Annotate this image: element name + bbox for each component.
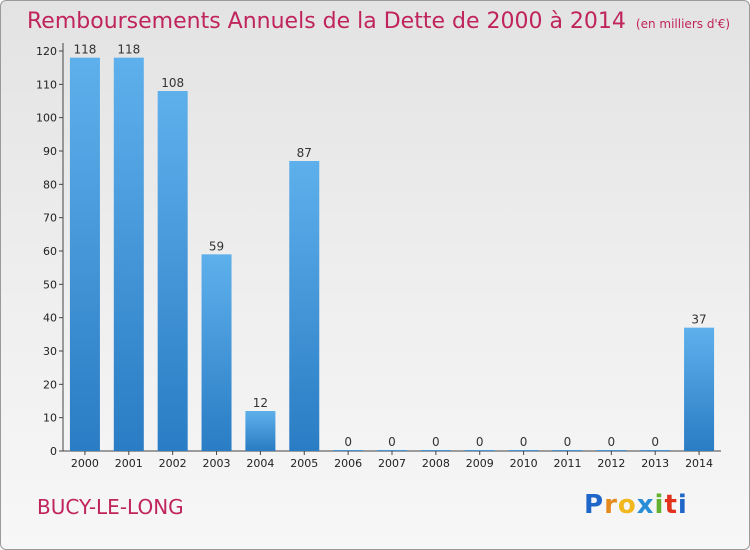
bar-value-label: 108 xyxy=(161,76,184,90)
y-tick-label: 100 xyxy=(36,112,57,125)
logo-letter: r xyxy=(604,490,618,520)
bar-value-label: 0 xyxy=(651,435,659,449)
bar-value-label: 37 xyxy=(691,313,706,327)
y-tick-label: 80 xyxy=(43,178,57,191)
logo-letter: i xyxy=(677,490,688,520)
bar xyxy=(245,411,276,451)
bar xyxy=(69,57,100,452)
x-tick-label: 2002 xyxy=(159,457,187,470)
y-tick-label: 10 xyxy=(43,412,57,425)
x-tick-label: 2009 xyxy=(466,457,494,470)
x-tick-label: 2012 xyxy=(597,457,625,470)
logo-letter: i xyxy=(654,490,665,520)
y-tick-label: 60 xyxy=(43,245,57,258)
bar xyxy=(113,57,144,452)
logo-letter: x xyxy=(636,490,655,520)
x-tick-label: 2001 xyxy=(115,457,143,470)
bar xyxy=(201,254,232,451)
y-tick-label: 0 xyxy=(50,445,57,458)
chart-title: Remboursements Annuels de la Dette de 20… xyxy=(27,9,730,34)
y-tick-label: 110 xyxy=(36,78,57,91)
bar xyxy=(289,161,320,451)
y-tick-label: 90 xyxy=(43,145,57,158)
bar xyxy=(157,91,188,451)
bar-value-label: 87 xyxy=(297,146,312,160)
bar xyxy=(552,450,583,451)
bar-value-label: 59 xyxy=(209,239,224,253)
y-tick-label: 70 xyxy=(43,212,57,225)
bar-value-label: 0 xyxy=(432,435,440,449)
x-tick-label: 2013 xyxy=(641,457,669,470)
x-tick-label: 2014 xyxy=(685,457,713,470)
chart-value-labels: 118 118 108 59 12 87 0 0 0 0 0 0 0 0 37 xyxy=(73,43,706,449)
chart-title-unit: (en milliers d'€) xyxy=(635,17,731,31)
bar-value-label: 118 xyxy=(73,43,96,57)
x-tick-label: 2011 xyxy=(553,457,581,470)
bar-value-label: 12 xyxy=(253,396,268,410)
x-tick-label: 2003 xyxy=(203,457,231,470)
y-tick-label: 40 xyxy=(43,312,57,325)
chart-bars xyxy=(69,57,715,452)
bar xyxy=(508,450,539,451)
bar-value-label: 118 xyxy=(117,43,140,57)
bar-value-label: 0 xyxy=(564,435,572,449)
y-tick-label: 120 xyxy=(36,45,57,58)
logo-letter: o xyxy=(617,490,637,520)
x-tick-label: 2000 xyxy=(71,457,99,470)
bar-value-label: 0 xyxy=(476,435,484,449)
bar xyxy=(333,450,364,451)
bar xyxy=(640,450,671,451)
logo-letter: P xyxy=(584,490,605,520)
y-tick-label: 50 xyxy=(43,278,57,291)
chart-title-main: Remboursements Annuels de la Dette de 20… xyxy=(27,9,626,34)
x-tick-label: 2004 xyxy=(246,457,274,470)
x-tick-label: 2006 xyxy=(334,457,362,470)
bar-value-label: 0 xyxy=(344,435,352,449)
y-tick-label: 30 xyxy=(43,345,57,358)
bar-value-label: 0 xyxy=(608,435,616,449)
x-tick-label: 2007 xyxy=(378,457,406,470)
bar xyxy=(684,327,715,451)
logo-letter: t xyxy=(664,490,678,520)
bar xyxy=(464,450,495,451)
y-tick-label: 20 xyxy=(43,378,57,391)
bar xyxy=(420,450,451,451)
x-tick-label: 2005 xyxy=(290,457,318,470)
proxiti-logo: Proxiti xyxy=(584,490,688,520)
x-tick-label: 2008 xyxy=(422,457,450,470)
x-tick-label: 2010 xyxy=(510,457,538,470)
bar xyxy=(377,450,407,451)
bar-value-label: 0 xyxy=(388,435,396,449)
bar xyxy=(596,450,627,451)
commune-name: BUCY-LE-LONG xyxy=(37,495,184,519)
bar-value-label: 0 xyxy=(520,435,528,449)
